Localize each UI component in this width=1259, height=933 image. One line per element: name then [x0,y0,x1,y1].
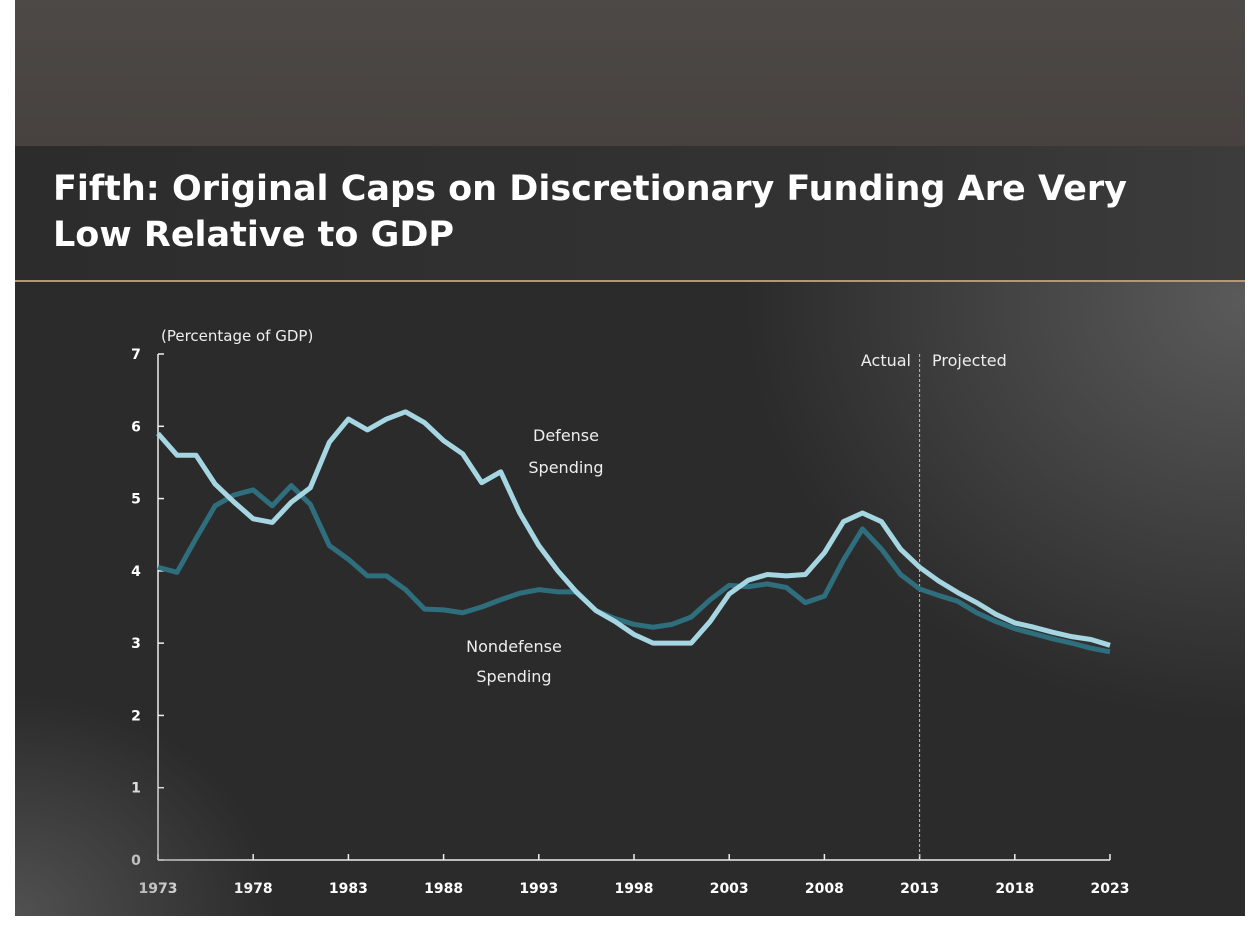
x-tick-label: 1978 [234,881,273,897]
x-tick-label: 1988 [424,881,463,897]
y-tick-label: 5 [131,492,141,508]
nondefense-series-label: Nondefense [466,637,562,656]
y-tick-label: 3 [131,636,141,652]
defense-spending-line [156,409,1111,648]
actual-label: Actual [861,351,911,370]
y-tick-label: 7 [131,347,141,363]
y-axis-label: (Percentage of GDP) [161,327,313,345]
x-tick-label: 1998 [615,881,654,897]
top-band [15,0,1245,146]
y-tick-label: 1 [131,781,141,797]
nondefense-series-label-line2: Spending [476,667,551,686]
x-tick-label: 2003 [710,881,749,897]
defense-series-label: Defense [533,426,599,445]
slide-title: Fifth: Original Caps on Discretionary Fu… [53,169,1127,255]
x-tick-label: 2023 [1091,881,1130,897]
x-tick-label: 1973 [139,881,178,897]
line-chart: (Percentage of GDP) Actual Projected Def… [131,327,1130,897]
x-tick-label: 2013 [900,881,939,897]
y-tick-label: 6 [131,419,141,435]
title-bar: Fifth: Original Caps on Discretionary Fu… [15,146,1245,280]
x-tick-label: 2008 [805,881,844,897]
x-tick-label: 2018 [995,881,1034,897]
defense-series-label-line2: Spending [528,458,603,477]
slide: Fifth: Original Caps on Discretionary Fu… [15,0,1245,916]
projected-label: Projected [932,351,1007,370]
x-tick-label: 1983 [329,881,368,897]
y-tick-label: 2 [131,708,141,724]
title-divider [15,280,1245,282]
y-tick-label: 0 [131,853,141,869]
nondefense-spending-line [157,483,1111,655]
y-tick-label: 4 [131,564,141,580]
x-tick-label: 1993 [519,881,558,897]
